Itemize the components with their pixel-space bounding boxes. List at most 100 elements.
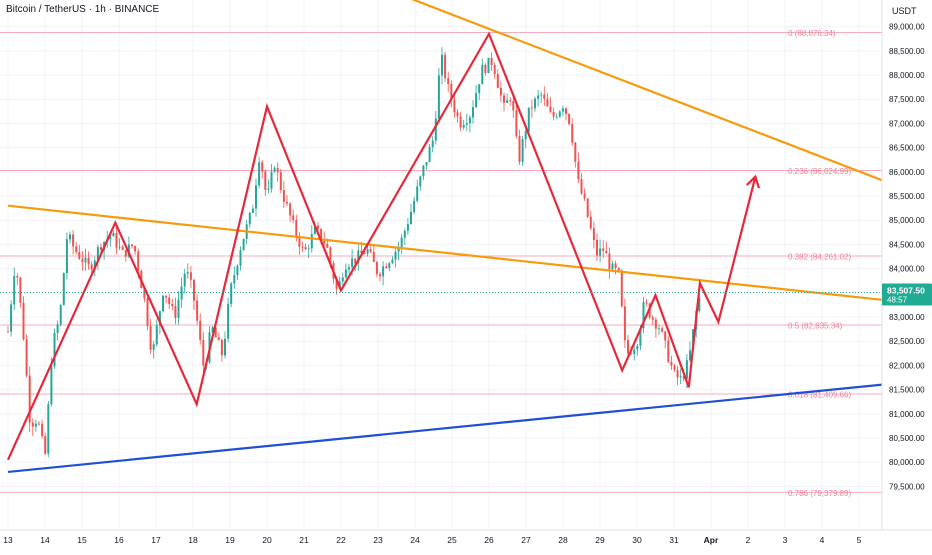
candle-body — [87, 257, 90, 265]
candle-body — [202, 339, 205, 366]
candle-body — [673, 365, 676, 371]
candle-body — [413, 200, 416, 212]
candle-body — [555, 116, 558, 118]
candle-body — [251, 208, 254, 213]
candle-body — [425, 162, 428, 166]
candle-body — [506, 100, 509, 103]
candle-body — [242, 238, 245, 251]
arrowhead — [746, 174, 761, 189]
price-tick-label: 82,000.00 — [889, 361, 925, 370]
candle-body — [301, 246, 304, 248]
candle-body — [639, 328, 642, 346]
candle-body — [230, 283, 233, 304]
time-tick-label: 24 — [410, 535, 420, 545]
candle-body — [379, 274, 381, 277]
candle-body — [174, 306, 177, 318]
currency-label[interactable]: USDT — [892, 6, 917, 16]
candle-body — [664, 331, 667, 341]
candle-body — [589, 216, 592, 229]
candle-body — [289, 203, 292, 216]
candle-body — [475, 93, 478, 108]
candle-body — [685, 360, 688, 379]
candle-body — [53, 332, 56, 367]
zigzag-projection — [6, 31, 757, 461]
candle-body — [490, 57, 493, 65]
candle-body — [121, 246, 124, 250]
candle-body — [313, 225, 316, 234]
candle-body — [22, 302, 25, 340]
candle-body — [267, 188, 270, 190]
candle-body — [317, 225, 319, 229]
trendlines — [7, 0, 930, 474]
time-tick-label: 28 — [558, 535, 568, 545]
time-tick-label: 2 — [746, 535, 751, 545]
fib-level-label: 0.618 (81,409.66) — [788, 391, 851, 400]
candle-body — [509, 100, 512, 102]
fib-level-label: 0 (88,876.34) — [788, 29, 836, 38]
candle-body — [620, 270, 623, 307]
candle-body — [596, 240, 598, 256]
time-tick-label: 5 — [857, 535, 862, 545]
candle-body — [220, 340, 223, 356]
candle-body — [134, 246, 137, 252]
candle-body — [410, 211, 412, 225]
fib-level-label: 0.5 (82,835.34) — [788, 322, 843, 331]
candle-body — [592, 228, 595, 241]
candle-body — [72, 234, 75, 247]
candlesticks — [7, 47, 701, 458]
price-tag-background — [882, 283, 932, 306]
candle-body — [329, 247, 332, 264]
price-tick-label: 85,500.00 — [889, 192, 925, 201]
candle-body — [549, 106, 552, 112]
candle-body — [530, 107, 533, 109]
candle-body — [7, 331, 9, 333]
candle-body — [38, 423, 40, 425]
candle-body — [152, 344, 155, 350]
candle-body — [558, 111, 561, 117]
candle-body — [372, 251, 375, 263]
candle-body — [623, 306, 626, 341]
candle-body — [534, 98, 536, 109]
candle-body — [503, 95, 505, 103]
price-tag-value: 83,507.50 — [887, 285, 925, 295]
candle-body — [320, 228, 323, 241]
candle-body — [565, 108, 567, 114]
candle-body — [326, 243, 329, 248]
candle-body — [394, 251, 397, 260]
candle-body — [627, 340, 629, 354]
candle-body — [354, 258, 357, 264]
candle-body — [146, 298, 149, 327]
candle-body — [335, 278, 338, 289]
time-tick-label: 19 — [225, 535, 235, 545]
time-tick-label: 4 — [820, 535, 825, 545]
price-axis-background — [882, 0, 932, 550]
candle-body — [155, 325, 158, 345]
candle-body — [450, 83, 453, 100]
candle-body — [636, 345, 639, 350]
candle-body — [227, 303, 230, 339]
time-tick-label: 22 — [336, 535, 346, 545]
candle-body — [444, 54, 447, 79]
price-tick-label: 80,000.00 — [889, 458, 925, 467]
price-tick-label: 84,500.00 — [889, 240, 925, 249]
time-axis-background — [0, 530, 932, 550]
candle-body — [654, 319, 657, 329]
candle-body — [447, 78, 450, 84]
candle-body — [422, 165, 425, 177]
candle-body — [633, 349, 636, 355]
time-tick-label: 27 — [521, 535, 531, 545]
price-axis: 89,000.00 88,500.00 88,000.00 87,500.00 87,0… — [881, 0, 932, 550]
candle-body — [93, 260, 96, 270]
candle-body — [608, 253, 611, 270]
time-tick-label: 15 — [77, 535, 87, 545]
price-tick-label: 81,000.00 — [889, 410, 925, 419]
price-tick-label: 88,000.00 — [889, 71, 925, 80]
candle-body — [307, 248, 310, 250]
candle-body — [255, 185, 257, 209]
candle-body — [397, 247, 400, 252]
candle-body — [468, 117, 471, 124]
candle-body — [62, 273, 65, 306]
